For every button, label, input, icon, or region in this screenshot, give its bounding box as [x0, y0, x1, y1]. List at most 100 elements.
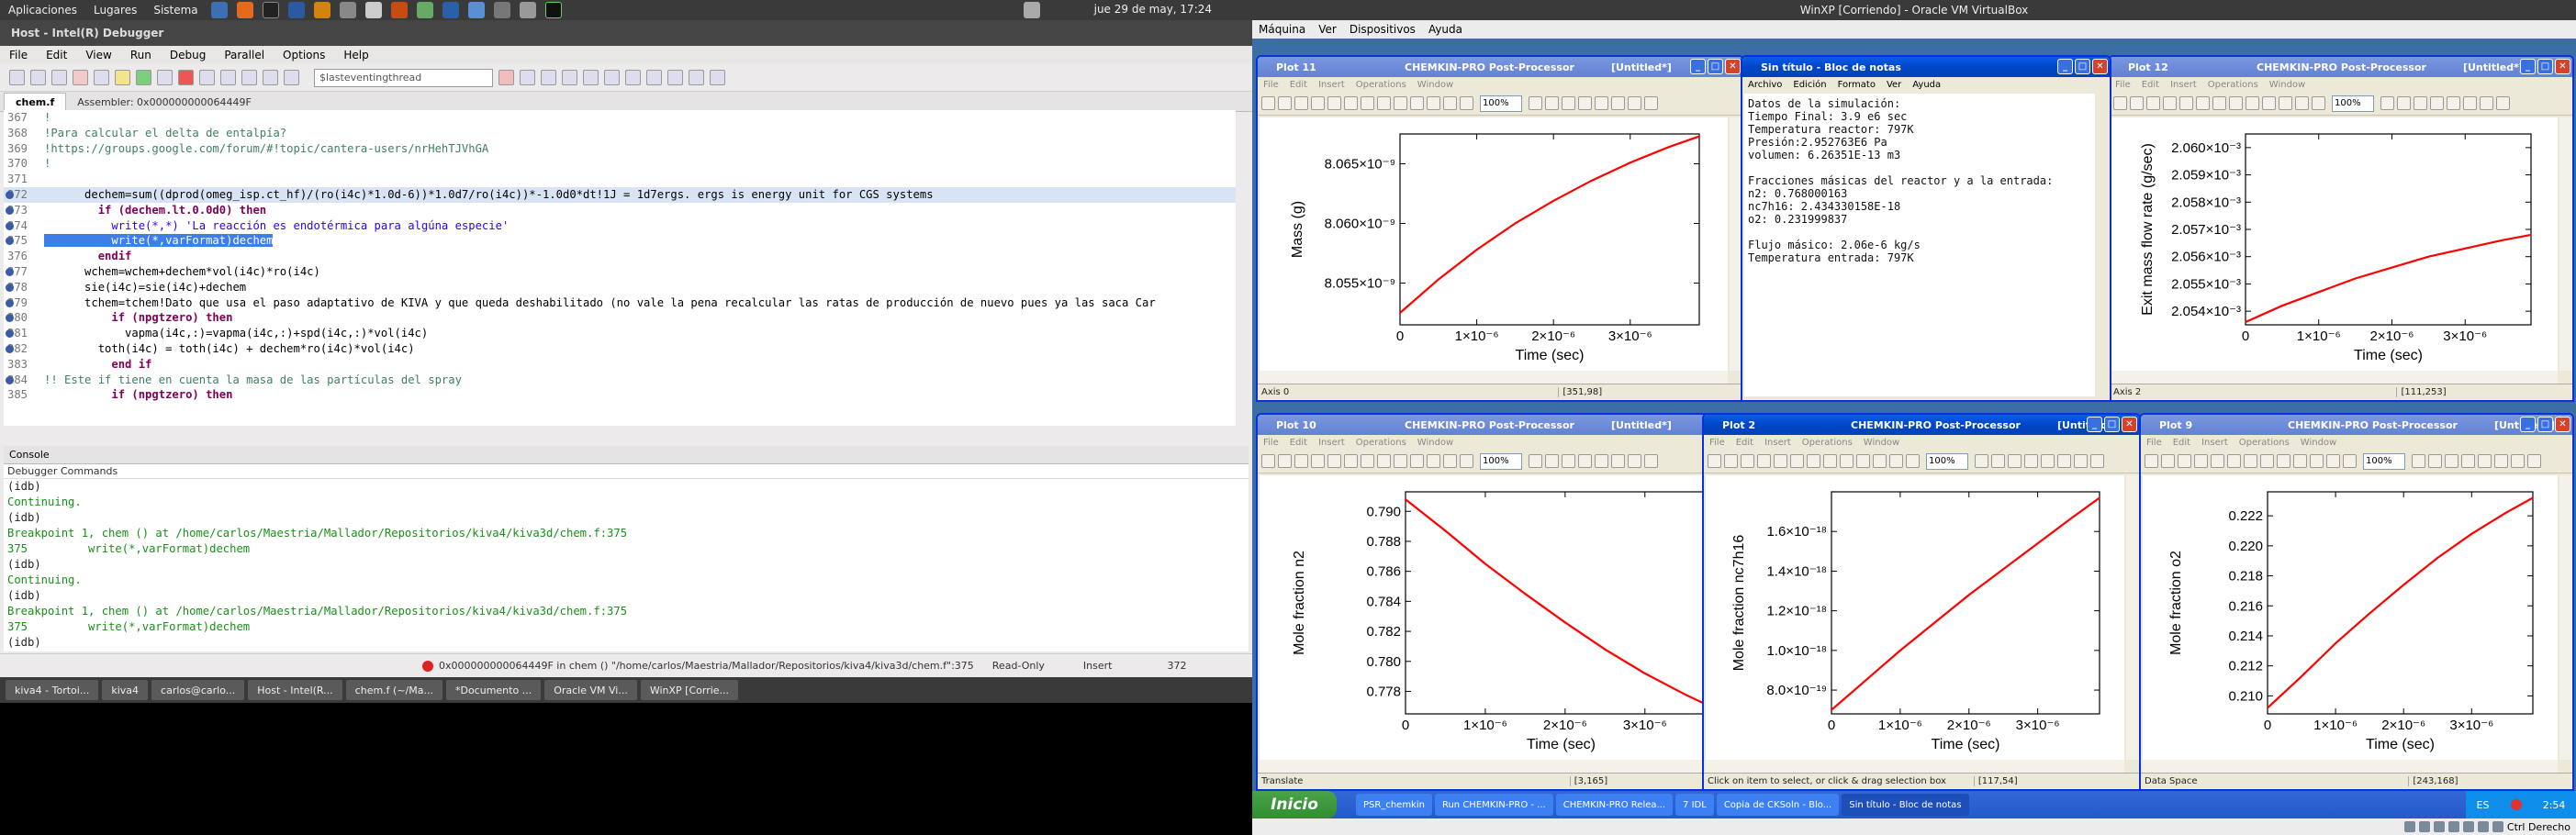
menu-item[interactable]: Edit: [1289, 79, 1308, 90]
code-line[interactable]: 372 dechem=sum((dprod(omeg_isp.ct_hf)/(r…: [4, 186, 1236, 203]
tool-icon[interactable]: [1889, 454, 1903, 468]
menu-item[interactable]: Window: [1417, 437, 1454, 448]
code-line[interactable]: 373 if (dechem.lt.0.0d0) then: [4, 203, 1236, 218]
tool-icon[interactable]: [1741, 454, 1754, 468]
menu-item[interactable]: Edit: [2141, 79, 2160, 90]
tool-icon[interactable]: [1261, 454, 1275, 468]
tool-icon[interactable]: [1278, 454, 1292, 468]
network-icon[interactable]: [467, 2, 485, 18]
virtualbox-icon[interactable]: [442, 2, 459, 18]
menu-item[interactable]: File: [2146, 437, 2162, 448]
thread-combo[interactable]: $lasteventingthread: [314, 68, 493, 87]
tool-icon[interactable]: [1361, 454, 1374, 468]
attach-icon[interactable]: [51, 70, 67, 85]
horizontal-scrollbar[interactable]: [1260, 371, 1728, 384]
breakpoint-marker-icon[interactable]: [6, 344, 14, 353]
tool-icon[interactable]: [1906, 454, 1920, 468]
tool-icon[interactable]: [2277, 454, 2290, 468]
menu-item[interactable]: Ver: [1886, 79, 1902, 90]
tool-icon[interactable]: [2212, 96, 2226, 110]
plot-titlebar[interactable]: Plot 9 CHEMKIN-PRO Post-Processor[Untitle…: [2141, 415, 2572, 435]
menu-parallel[interactable]: Parallel: [224, 49, 265, 61]
load-icon[interactable]: [115, 70, 130, 85]
code-line[interactable]: 367!: [4, 110, 1236, 126]
draw-tool-icon[interactable]: [2430, 96, 2444, 110]
kill-icon[interactable]: [73, 70, 88, 85]
draw-tool-icon[interactable]: [1562, 96, 1575, 110]
tray-alert-icon[interactable]: [2510, 799, 2522, 810]
draw-tool-icon[interactable]: [2057, 454, 2071, 468]
menu-debug[interactable]: Debug: [169, 49, 207, 61]
menu-maquina[interactable]: Máquina: [1259, 23, 1306, 36]
registers-icon[interactable]: [604, 70, 620, 85]
tool-icon[interactable]: [2194, 454, 2208, 468]
tool-icon[interactable]: [2260, 454, 2274, 468]
tool-icon[interactable]: [1377, 454, 1391, 468]
tool-icon[interactable]: [2163, 96, 2177, 110]
menu-item[interactable]: Window: [2268, 79, 2306, 90]
menu-item[interactable]: Archivo: [1748, 79, 1783, 90]
plot-window[interactable]: Plot 10 CHEMKIN-PRO Post-Processor [Untitl…: [1256, 413, 1763, 791]
tool-icon[interactable]: [2310, 454, 2324, 468]
tool-icon[interactable]: [1327, 454, 1341, 468]
tool-icon[interactable]: [1377, 96, 1391, 110]
plot-titlebar[interactable]: Plot 12 CHEMKIN-PRO Post-Processor [Untitl…: [2110, 57, 2572, 77]
taskbar-item[interactable]: Oracle VM Vi...: [544, 680, 637, 700]
plot-canvas[interactable]: 0 1×10⁻⁶ 2×10⁻⁶ 3×10⁻⁶ 0.778 0.780 0.782 0.784 0…: [1260, 475, 1746, 760]
firefox-icon[interactable]: [236, 2, 253, 18]
open-icon[interactable]: [9, 70, 25, 85]
disassembly-icon[interactable]: [689, 70, 704, 85]
draw-tool-icon[interactable]: [2447, 96, 2460, 110]
tool-icon[interactable]: [1840, 454, 1854, 468]
plot-window[interactable]: Plot 12 CHEMKIN-PRO Post-Processor [Untitl…: [2108, 55, 2574, 402]
menu-item[interactable]: Formato: [1837, 79, 1876, 90]
menu-item[interactable]: Window: [1863, 437, 1900, 448]
tool-icon[interactable]: [1294, 454, 1308, 468]
menu-view[interactable]: View: [85, 49, 112, 61]
taskbar-item[interactable]: Host - Intel(R...: [248, 680, 342, 700]
run-icon[interactable]: [136, 70, 151, 85]
draw-tool-icon[interactable]: [1545, 96, 1559, 110]
horizontal-scrollbar[interactable]: [2143, 760, 2558, 773]
tool-icon[interactable]: [2246, 96, 2259, 110]
code-line[interactable]: 369 !https://groups.google.com/forum/#!to…: [4, 141, 1236, 157]
horizontal-scrollbar[interactable]: [1706, 760, 2124, 773]
draw-tool-icon[interactable]: [2494, 454, 2508, 468]
tool-icon[interactable]: [2279, 96, 2292, 110]
tool-icon[interactable]: [2244, 454, 2257, 468]
draw-tool-icon[interactable]: [2074, 454, 2088, 468]
draw-tool-icon[interactable]: [2414, 96, 2427, 110]
plot-titlebar[interactable]: Plot 11 CHEMKIN-PRO Post-Processor [Untitl…: [1258, 57, 1742, 77]
menu-item[interactable]: File: [1263, 437, 1279, 448]
vertical-scrollbar[interactable]: [1730, 117, 1742, 371]
draw-tool-icon[interactable]: [2008, 454, 2022, 468]
clock[interactable]: jue 29 de may, 17:24: [1093, 3, 1212, 16]
tool-icon[interactable]: [1311, 454, 1325, 468]
zoom-select[interactable]: 100%: [2332, 95, 2374, 112]
tool-icon[interactable]: [1294, 96, 1308, 110]
mouse-icon[interactable]: [2492, 821, 2503, 832]
draw-tool-icon[interactable]: [1611, 454, 1625, 468]
plot-canvas[interactable]: 0 1×10⁻⁶ 2×10⁻⁶ 3×10⁻⁶ 0.210 0.212 0.214 0.216 0…: [2143, 475, 2558, 760]
source-editor[interactable]: 367! 368 !Para calcular el delta de entalp…: [4, 110, 1236, 426]
menu-item[interactable]: Window: [2300, 437, 2337, 448]
draw-tool-icon[interactable]: [1975, 454, 1988, 468]
menu-item[interactable]: Insert: [2201, 437, 2228, 448]
step-return-icon[interactable]: [263, 70, 278, 85]
tool-icon[interactable]: [2343, 454, 2357, 468]
plot-window[interactable]: Plot 2 CHEMKIN-PRO Post-Processor[Untitle…: [1702, 413, 2141, 791]
menu-item[interactable]: Edición: [1793, 79, 1827, 90]
menu-item[interactable]: Insert: [1318, 437, 1345, 448]
draw-tool-icon[interactable]: [2090, 454, 2104, 468]
draw-tool-icon[interactable]: [1595, 454, 1608, 468]
breakpoint-marker-icon[interactable]: [6, 283, 14, 292]
hdd-icon[interactable]: [2403, 821, 2415, 832]
close-icon[interactable]: ✕: [2555, 59, 2570, 74]
maximize-icon[interactable]: □: [2537, 417, 2553, 432]
tool-icon[interactable]: [1427, 96, 1440, 110]
notepad-text[interactable]: Datos de la simulación: Tiempo Final: 3.…: [1744, 94, 2095, 396]
tool-icon[interactable]: [416, 2, 433, 18]
plot-window[interactable]: Plot 9 CHEMKIN-PRO Post-Processor[Untitle…: [2139, 413, 2574, 791]
notepad-window[interactable]: Sin título - Bloc de notas _ □ ✕ Archivo Edic…: [1741, 55, 2111, 402]
step-over-icon[interactable]: [220, 70, 236, 85]
